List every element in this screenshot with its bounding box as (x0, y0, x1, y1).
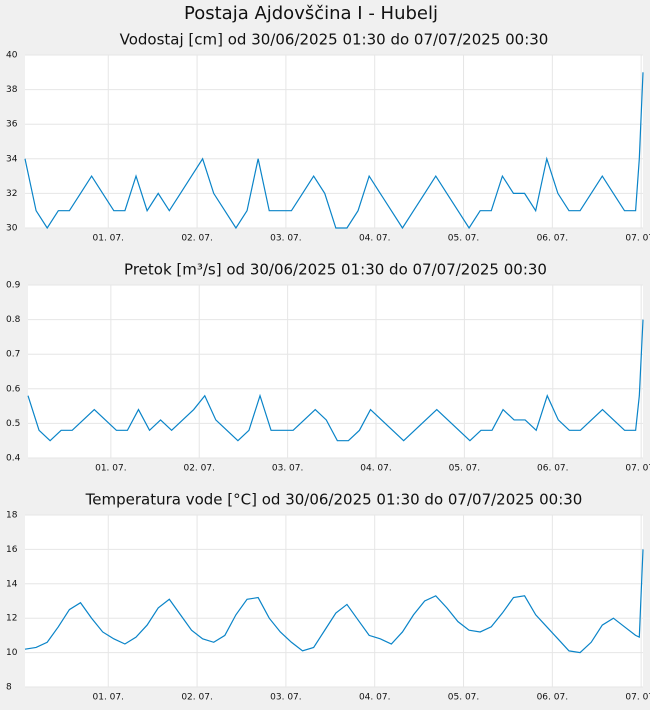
x-tick-label: 07. 07. (625, 693, 650, 703)
y-tick-label: 16 (6, 545, 18, 555)
x-tick-label: 06. 07. (537, 234, 569, 244)
data-line (27, 319, 644, 442)
x-tick-label: 04. 07. (360, 464, 392, 474)
x-tick-label: 04. 07. (359, 234, 391, 244)
y-tick-label: 40 (6, 51, 18, 61)
y-tick-label: 0.5 (6, 419, 20, 429)
y-tick-label: 18 (6, 511, 18, 521)
x-tick-label: 05. 07. (449, 464, 481, 474)
y-tick-label: 0.6 (6, 384, 21, 394)
y-tick-label: 0.9 (6, 281, 21, 291)
x-tick-label: 06. 07. (537, 464, 569, 474)
y-tick-label: 12 (6, 614, 17, 624)
y-tick-label: 8 (6, 683, 12, 693)
x-tick-label: 02. 07. (183, 464, 215, 474)
x-tick-label: 02. 07. (181, 234, 213, 244)
x-tick-label: 01. 07. (95, 464, 127, 474)
data-line (24, 549, 644, 654)
y-tick-label: 0.8 (6, 315, 21, 325)
chart-title: Vodostaj [cm] od 30/06/2025 01:30 do 07/… (120, 31, 549, 49)
y-tick-label: 36 (6, 120, 18, 130)
y-tick-label: 14 (6, 579, 18, 589)
x-tick-label: 06. 07. (537, 693, 569, 703)
x-tick-label: 01. 07. (93, 234, 125, 244)
data-line (24, 72, 644, 230)
y-tick-label: 30 (6, 224, 18, 234)
plot-area (25, 55, 643, 228)
x-tick-label: 03. 07. (272, 464, 304, 474)
y-tick-label: 0.4 (6, 454, 21, 464)
plot-area (25, 515, 643, 687)
x-tick-label: 04. 07. (359, 693, 391, 703)
plot-area (28, 285, 643, 458)
x-tick-label: 02. 07. (181, 693, 213, 703)
x-tick-label: 01. 07. (93, 693, 125, 703)
x-tick-label: 07. 07. (625, 464, 650, 474)
x-tick-label: 05. 07. (448, 693, 480, 703)
x-tick-label: 03. 07. (270, 693, 302, 703)
x-tick-label: 05. 07. (448, 234, 480, 244)
y-tick-label: 38 (6, 85, 18, 95)
y-tick-label: 34 (6, 154, 18, 164)
x-tick-label: 03. 07. (270, 234, 302, 244)
chart-title: Temperatura vode [°C] od 30/06/2025 01:3… (85, 491, 583, 509)
y-tick-label: 32 (6, 189, 17, 199)
chart-title: Pretok [m³/s] od 30/06/2025 01:30 do 07/… (124, 261, 547, 279)
y-tick-label: 0.7 (6, 350, 20, 360)
y-tick-label: 10 (6, 648, 18, 658)
page-title: Postaja Ajdovščina I - Hubelj (184, 3, 438, 24)
x-tick-label: 07. 07. (625, 234, 650, 244)
